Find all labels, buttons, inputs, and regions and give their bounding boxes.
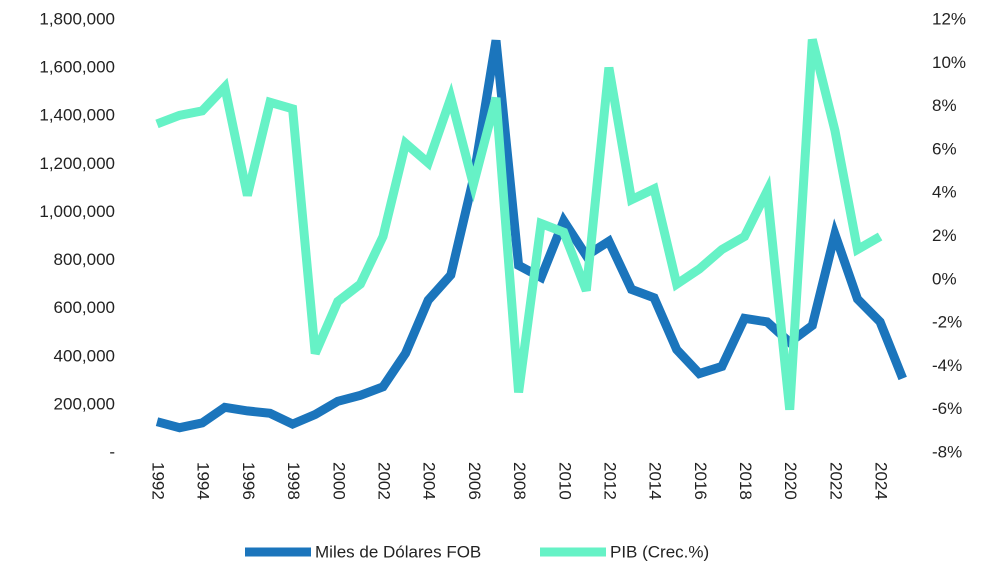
x-tick-label: 1992: [149, 462, 168, 500]
y2-tick-label: -4%: [932, 356, 962, 375]
y2-tick-label: 6%: [932, 139, 957, 158]
y2-tick-label: -2%: [932, 313, 962, 332]
y-tick-label: 400,000: [54, 346, 115, 365]
y2-tick-label: 10%: [932, 53, 966, 72]
x-tick-label: 2004: [420, 462, 439, 500]
y2-tick-label: -6%: [932, 399, 962, 418]
x-tick-label: 2006: [465, 462, 484, 500]
legend-label: Miles de Dólares FOB: [315, 542, 481, 561]
x-tick-label: 2024: [872, 462, 891, 500]
y2-tick-label: 12%: [932, 9, 966, 28]
y-tick-label: 800,000: [54, 250, 115, 269]
x-tick-label: 2000: [329, 462, 348, 500]
x-tick-label: 2018: [736, 462, 755, 500]
y-tick-label: 600,000: [54, 298, 115, 317]
series-line: [155, 38, 883, 411]
y-tick-label: 1,000,000: [39, 202, 115, 221]
y-tick-label: 1,800,000: [39, 9, 115, 28]
x-tick-label: 2008: [510, 462, 529, 500]
x-tick-label: 1998: [284, 462, 303, 500]
y2-tick-label: -8%: [932, 442, 962, 461]
y-tick-label: 200,000: [54, 394, 115, 413]
y-tick-label: 1,400,000: [39, 106, 115, 125]
x-tick-label: 1996: [239, 462, 258, 500]
x-tick-label: 2010: [555, 462, 574, 500]
x-tick-label: 2016: [691, 462, 710, 500]
y-tick-label: 1,600,000: [39, 58, 115, 77]
legend-label: PIB (Crec.%): [610, 542, 709, 561]
x-tick-label: 1994: [194, 462, 213, 500]
y2-tick-label: 4%: [932, 183, 957, 202]
y-tick-label: -: [109, 442, 115, 461]
x-tick-label: 2020: [781, 462, 800, 500]
y2-tick-label: 0%: [932, 269, 957, 288]
x-tick-label: 2022: [826, 462, 845, 500]
y2-tick-label: 8%: [932, 96, 957, 115]
x-tick-label: 2012: [600, 462, 619, 500]
x-tick-label: 2014: [646, 462, 665, 500]
x-tick-label: 2002: [374, 462, 393, 500]
y-tick-label: 1,200,000: [39, 154, 115, 173]
y2-tick-label: 2%: [932, 226, 957, 245]
